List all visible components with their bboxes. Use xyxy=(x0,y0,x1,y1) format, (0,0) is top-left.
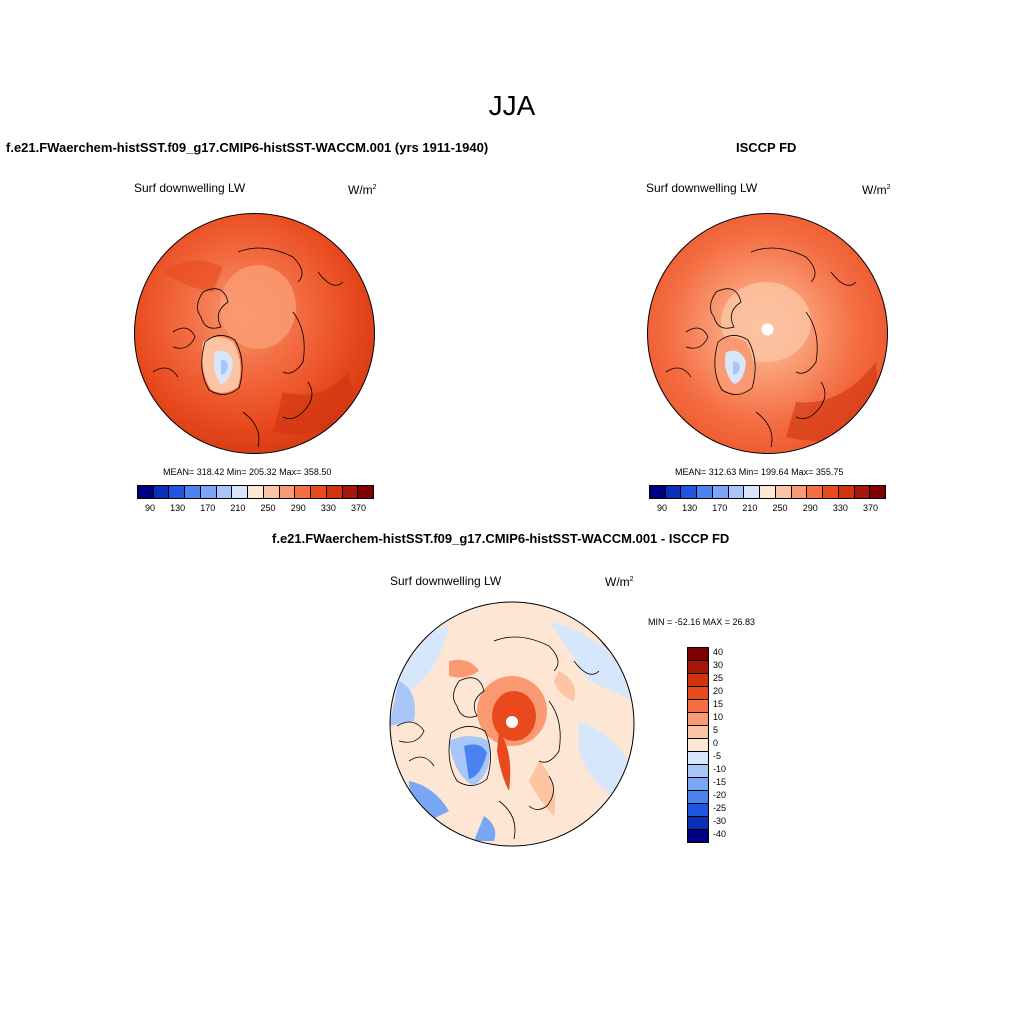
panel-2-variable-label: Surf downwelling LW xyxy=(646,181,758,195)
colorbar-swatch xyxy=(791,486,808,498)
colorbar-tick-label: 330 xyxy=(320,503,336,513)
panel-3-colorbar-labels: 40 30 25 20 15 10 5 0 -5 -10 -15 -20 -25 -30 -40 xyxy=(713,647,743,843)
colorbar-swatch xyxy=(200,486,217,498)
colorbar-tick-label: 90 xyxy=(145,503,156,513)
colorbar-swatch xyxy=(263,486,280,498)
panel-2-colorbar: 90 130 170 210 250 290 330 370 xyxy=(649,485,886,513)
colorbar-swatch xyxy=(688,817,708,830)
colorbar-tick-label: 0 xyxy=(713,738,719,748)
colorbar-swatch xyxy=(688,687,708,700)
colorbar-swatch xyxy=(665,486,682,498)
main-title: JJA xyxy=(488,90,536,121)
colorbar-tick-label: 290 xyxy=(290,503,306,513)
panel-1-colorbar: 90 130 170 210 250 290 330 370 xyxy=(137,485,374,513)
colorbar-swatch xyxy=(688,778,708,791)
colorbar-swatch xyxy=(854,486,871,498)
colorbar-tick-label: 170 xyxy=(712,503,728,513)
colorbar-tick-label: 250 xyxy=(260,503,276,513)
colorbar-tick-label: 10 xyxy=(713,712,724,723)
colorbar-swatch xyxy=(311,486,327,498)
colorbar-tick-label: 90 xyxy=(657,503,668,513)
colorbar-tick-label: -25 xyxy=(713,802,727,813)
colorbar-swatch xyxy=(169,486,186,498)
colorbar-swatch xyxy=(358,486,374,498)
colorbar-swatch xyxy=(688,752,708,765)
panel-1-units: W/m2 xyxy=(348,183,377,197)
colorbar-tick-label: -10 xyxy=(713,763,727,774)
panel-2-units: W/m2 xyxy=(862,183,891,197)
colorbar-swatch xyxy=(823,486,839,498)
panel-2-stats: MEAN= 312.63 Min= 199.64 Max= 355.75 xyxy=(675,467,844,477)
panel-3-variable-label: Surf downwelling LW xyxy=(390,574,502,588)
colorbar-tick-label: 370 xyxy=(350,503,366,513)
colorbar-swatch xyxy=(681,486,698,498)
colorbar-swatch xyxy=(744,486,761,498)
colorbar-swatch xyxy=(688,791,708,804)
colorbar-swatch xyxy=(342,486,359,498)
panel-3-title: f.e21.FWaerchem-histSST.f09_g17.CMIP6-hi… xyxy=(272,531,730,546)
colorbar-tick-label: -5 xyxy=(713,750,722,761)
colorbar-tick-label: 330 xyxy=(832,503,848,513)
colorbar-tick-label: 210 xyxy=(230,503,246,513)
colorbar-swatch xyxy=(688,739,708,752)
panel-1-variable-label: Surf downwelling LW xyxy=(134,181,246,195)
colorbar-swatch xyxy=(775,486,792,498)
colorbar-tick-label: 130 xyxy=(682,503,698,513)
panel-3-colorbar xyxy=(687,647,709,843)
colorbar-tick-label: 5 xyxy=(713,725,719,736)
colorbar-swatch xyxy=(807,486,824,498)
colorbar-swatch xyxy=(697,486,713,498)
colorbar-swatch xyxy=(650,486,666,498)
colorbar-swatch xyxy=(688,804,708,817)
colorbar-swatch xyxy=(248,486,264,498)
colorbar-tick-label: 40 xyxy=(713,647,724,658)
colorbar-tick-label: 250 xyxy=(772,503,788,513)
colorbar-tick-label: -30 xyxy=(713,815,727,826)
panel-2-polar-map xyxy=(647,213,888,454)
colorbar-swatch xyxy=(838,486,855,498)
colorbar-tick-label: -20 xyxy=(713,789,727,800)
panel-1-stats: MEAN= 318.42 Min= 205.32 Max= 358.50 xyxy=(163,467,332,477)
panel-2-title: ISCCP FD xyxy=(736,140,797,155)
colorbar-tick-label: 370 xyxy=(862,503,878,513)
colorbar-tick-label: 130 xyxy=(170,503,186,513)
colorbar-swatch xyxy=(138,486,154,498)
panel-1-polar-map xyxy=(134,213,375,454)
colorbar-swatch xyxy=(688,765,708,778)
panel-3-units: W/m2 xyxy=(605,575,634,589)
colorbar-swatch xyxy=(688,713,708,726)
colorbar-swatch xyxy=(232,486,249,498)
colorbar-tick-label: 30 xyxy=(713,660,724,671)
colorbar-tick-label: 20 xyxy=(713,686,724,697)
colorbar-swatch xyxy=(728,486,745,498)
colorbar-tick-label: 290 xyxy=(802,503,818,513)
colorbar-swatch xyxy=(688,700,708,713)
panel-1-title: f.e21.FWaerchem-histSST.f09_g17.CMIP6-hi… xyxy=(6,140,489,155)
colorbar-swatch xyxy=(688,674,708,687)
colorbar-tick-label: 25 xyxy=(713,673,724,684)
colorbar-swatch xyxy=(712,486,729,498)
colorbar-swatch xyxy=(279,486,296,498)
colorbar-swatch xyxy=(295,486,312,498)
colorbar-tick-label: 210 xyxy=(742,503,758,513)
colorbar-swatch xyxy=(688,830,708,842)
panel-3-stats: MIN = -52.16 MAX = 26.83 xyxy=(648,617,756,627)
panel-3-polar-map xyxy=(389,601,635,847)
colorbar-tick-label: 15 xyxy=(713,699,724,710)
colorbar-swatch xyxy=(688,726,708,739)
colorbar-tick-label: -40 xyxy=(713,828,727,839)
colorbar-swatch xyxy=(870,486,886,498)
colorbar-swatch xyxy=(760,486,776,498)
colorbar-swatch xyxy=(153,486,170,498)
colorbar-tick-label: -15 xyxy=(713,776,727,787)
colorbar-swatch xyxy=(216,486,233,498)
colorbar-swatch xyxy=(688,661,708,674)
colorbar-swatch xyxy=(185,486,201,498)
colorbar-swatch xyxy=(688,648,708,661)
colorbar-swatch xyxy=(326,486,343,498)
colorbar-tick-label: 170 xyxy=(200,503,216,513)
